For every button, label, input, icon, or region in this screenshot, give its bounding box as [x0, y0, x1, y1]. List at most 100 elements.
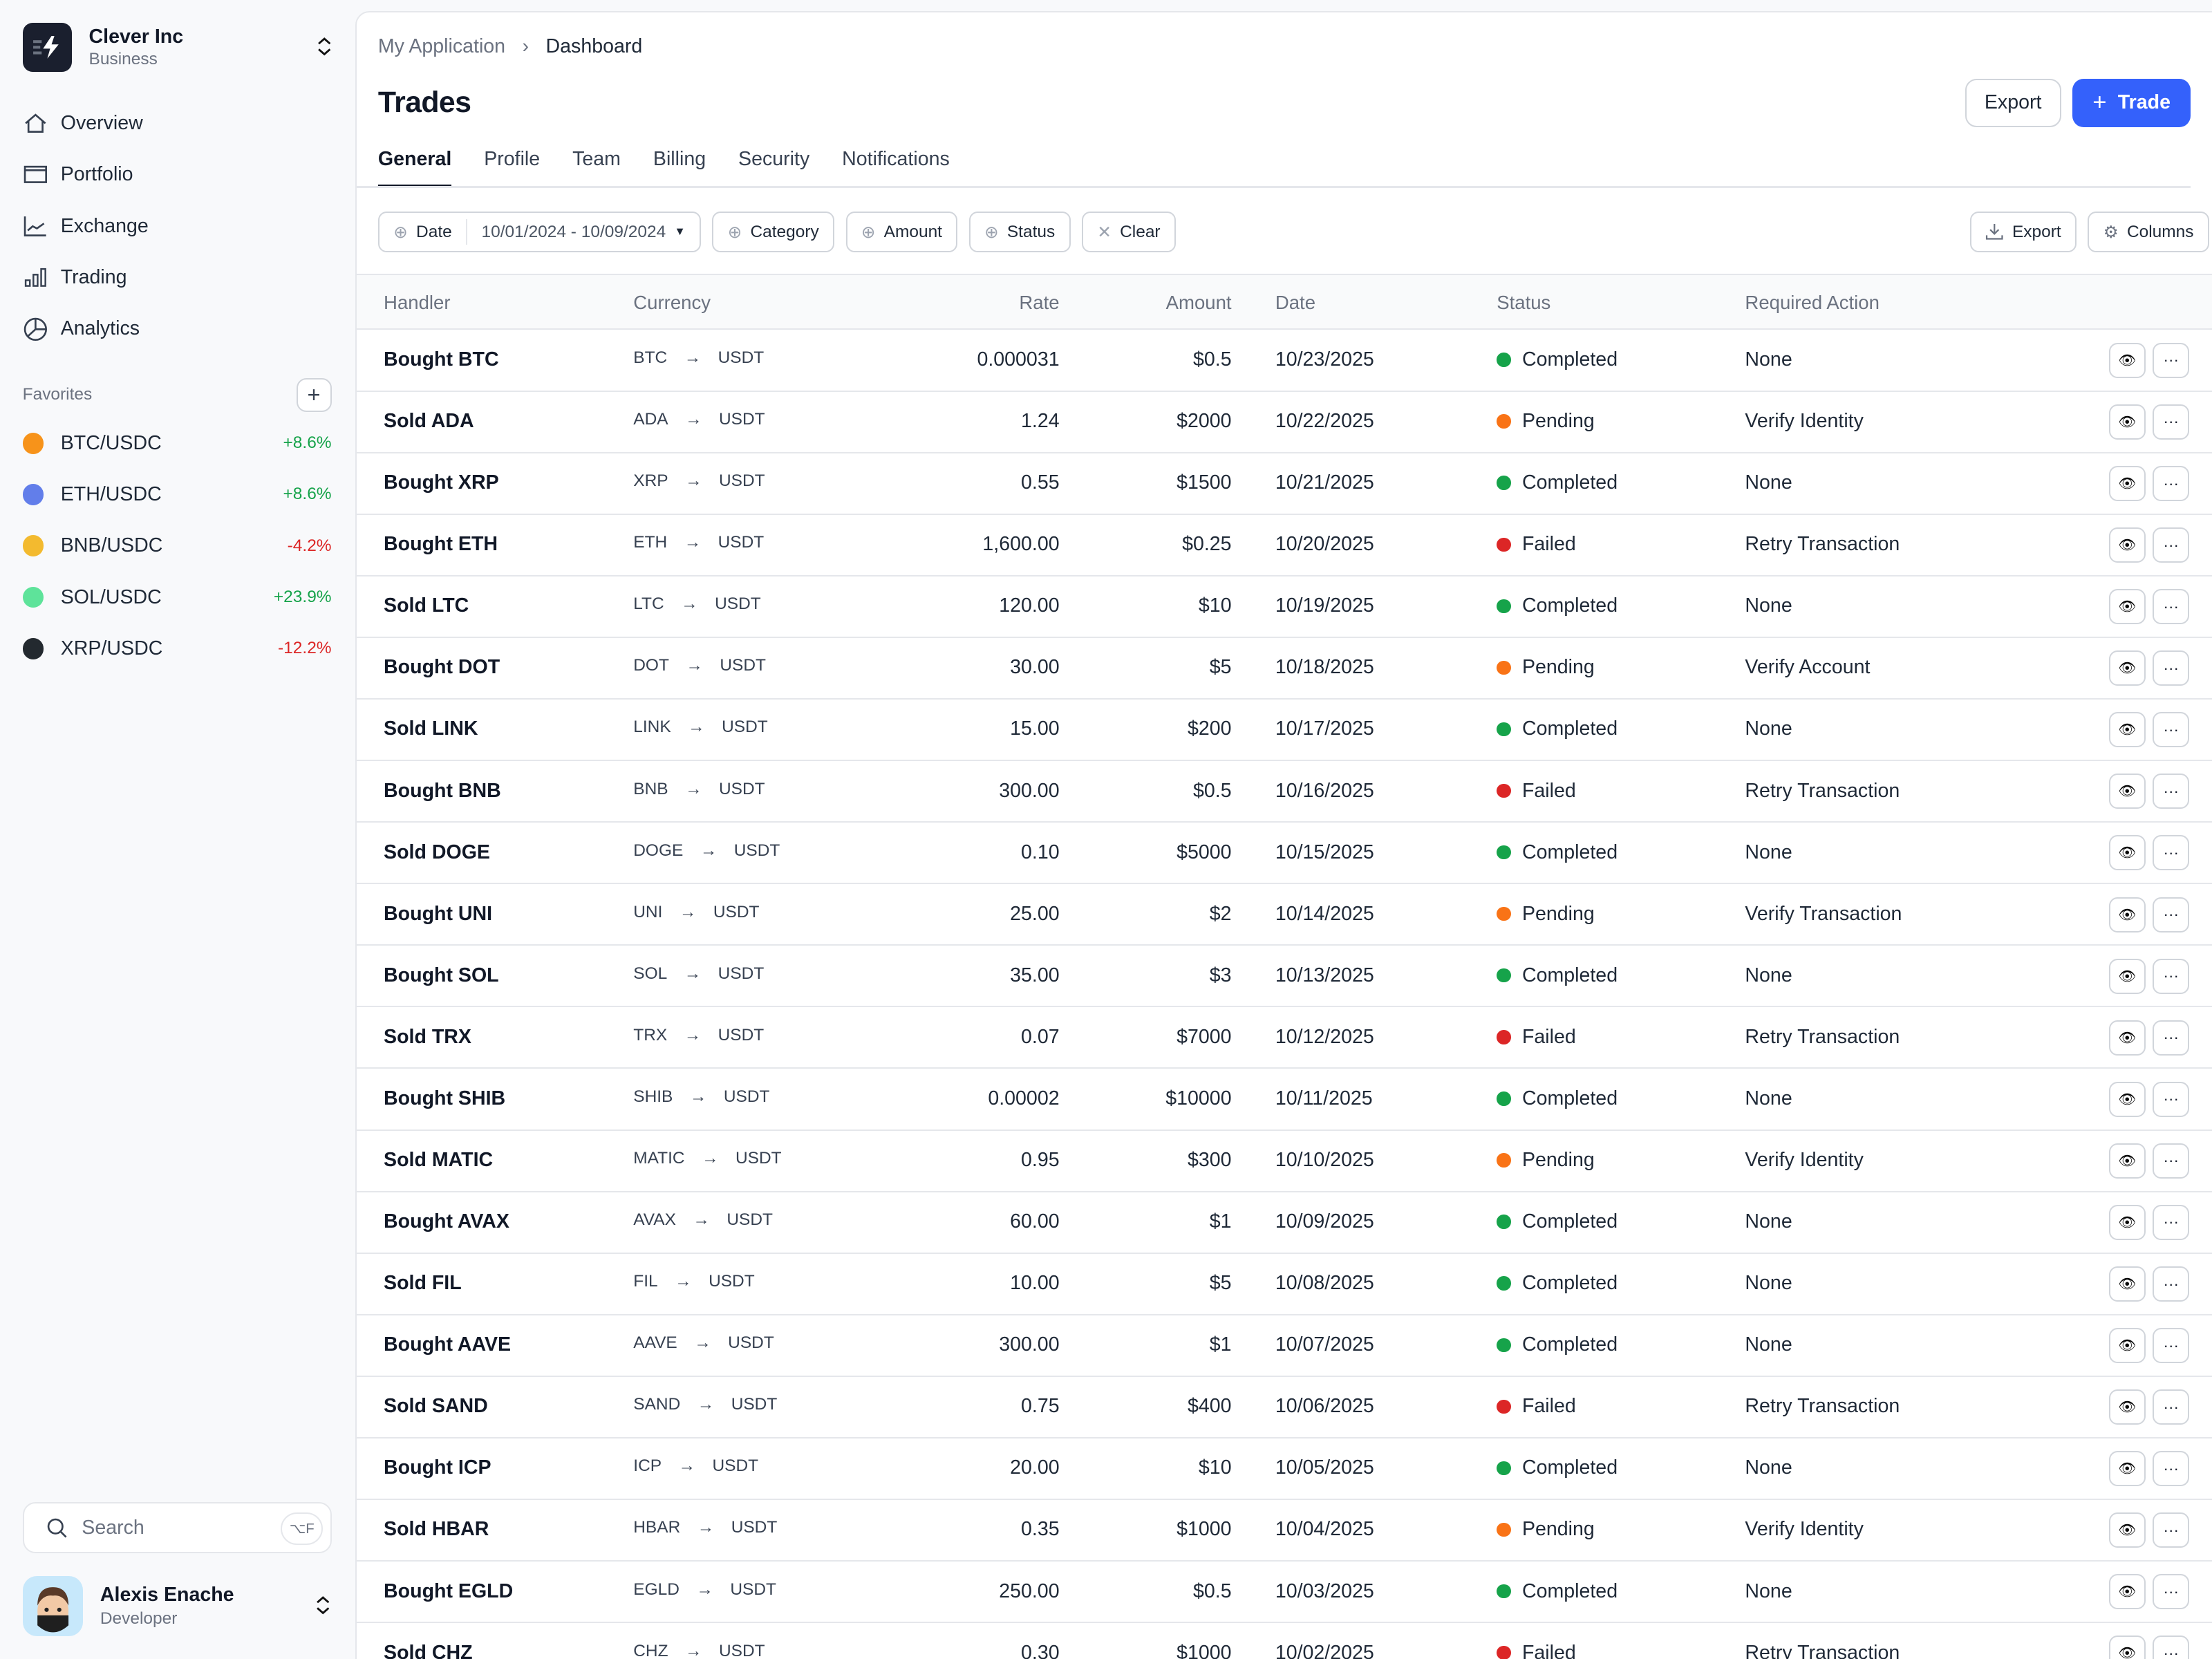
- table-row[interactable]: Sold ADA ADA → USDT 1.24 $2000 10/22/2025 Pendi…: [357, 392, 2212, 453]
- column-rate[interactable]: Rate: [1019, 292, 1060, 314]
- column-amount[interactable]: Amount: [1165, 292, 1232, 314]
- table-row[interactable]: Bought EGLD EGLD → USDT 250.00 $0.5 10/03/2025…: [357, 1562, 2212, 1624]
- view-button[interactable]: 👁: [2108, 404, 2146, 440]
- more-actions-button[interactable]: ···: [2153, 527, 2190, 563]
- breadcrumb-item[interactable]: My Application: [377, 35, 506, 57]
- table-row[interactable]: Sold LTC LTC → USDT 120.00 $10 10/19/2025 Compl…: [357, 577, 2212, 638]
- favorite-item[interactable]: BNB/USDC -4.2%: [22, 521, 332, 572]
- column-handler[interactable]: Handler: [384, 292, 451, 314]
- table-row[interactable]: Sold FIL FIL → USDT 10.00 $5 10/08/2025 Complet…: [357, 1254, 2212, 1315]
- sidebar-item-portfolio[interactable]: Portfolio: [23, 149, 333, 200]
- more-actions-button[interactable]: ···: [2153, 342, 2190, 378]
- view-button[interactable]: 👁: [2108, 1081, 2146, 1117]
- more-actions-button[interactable]: ···: [2153, 712, 2190, 748]
- view-button[interactable]: 👁: [2108, 1389, 2146, 1425]
- column-date[interactable]: Date: [1275, 292, 1316, 314]
- view-button[interactable]: 👁: [2108, 1451, 2146, 1487]
- favorite-item[interactable]: ETH/USDC +8.6%: [22, 469, 332, 520]
- more-actions-button[interactable]: ···: [2153, 1451, 2190, 1487]
- more-actions-button[interactable]: ···: [2153, 958, 2190, 994]
- table-export-button[interactable]: Export: [1969, 212, 2077, 253]
- view-button[interactable]: 👁: [2108, 342, 2146, 378]
- view-button[interactable]: 👁: [2108, 1204, 2146, 1240]
- more-actions-button[interactable]: ···: [2153, 1266, 2190, 1302]
- view-button[interactable]: 👁: [2108, 466, 2146, 502]
- amount-filter[interactable]: ⊕ Amount: [845, 212, 958, 253]
- sidebar-item-trading[interactable]: Trading: [23, 252, 333, 303]
- table-row[interactable]: Bought AAVE AAVE → USDT 300.00 $1 10/07/2025 Co…: [357, 1315, 2212, 1377]
- more-actions-button[interactable]: ···: [2153, 1020, 2190, 1056]
- table-row[interactable]: Bought BTC BTC → USDT 0.000031 $0.5 10/23/2025…: [357, 330, 2212, 392]
- table-row[interactable]: Bought AVAX AVAX → USDT 60.00 $1 10/09/2025 Com…: [357, 1192, 2212, 1254]
- more-actions-button[interactable]: ···: [2153, 1143, 2190, 1179]
- more-actions-button[interactable]: ···: [2153, 835, 2190, 871]
- more-actions-button[interactable]: ···: [2153, 650, 2190, 686]
- favorite-item[interactable]: XRP/USDC -12.2%: [22, 623, 332, 674]
- view-button[interactable]: 👁: [2108, 1020, 2146, 1056]
- tab-profile[interactable]: Profile: [484, 148, 541, 171]
- more-actions-button[interactable]: ···: [2153, 897, 2190, 932]
- user-menu[interactable]: Alexis Enache Developer: [22, 1575, 332, 1637]
- favorite-item[interactable]: BTC/USDC +8.6%: [22, 418, 332, 469]
- view-button[interactable]: 👁: [2108, 774, 2146, 809]
- view-button[interactable]: 👁: [2108, 1512, 2146, 1548]
- view-button[interactable]: 👁: [2108, 835, 2146, 871]
- category-filter[interactable]: ⊕ Category: [712, 212, 835, 253]
- table-row[interactable]: Sold CHZ CHZ → USDT 0.30 $1000 10/02/2025 Faile…: [357, 1623, 2212, 1659]
- table-row[interactable]: Bought DOT DOT → USDT 30.00 $5 10/18/2025 Pendi…: [357, 638, 2212, 700]
- column-required-action[interactable]: Required Action: [1745, 292, 1880, 314]
- table-row[interactable]: Sold MATIC MATIC → USDT 0.95 $300 10/10/2025 Pe…: [357, 1131, 2212, 1192]
- more-actions-button[interactable]: ···: [2153, 404, 2190, 440]
- table-row[interactable]: Sold LINK LINK → USDT 15.00 $200 10/17/2025 Com…: [357, 700, 2212, 762]
- more-actions-button[interactable]: ···: [2153, 1204, 2190, 1240]
- search-input[interactable]: Search ⌥F: [22, 1502, 332, 1553]
- tab-billing[interactable]: Billing: [653, 148, 706, 171]
- table-row[interactable]: Bought XRP XRP → USDT 0.55 $1500 10/21/2025 Com…: [357, 453, 2212, 515]
- add-favorite-button[interactable]: +: [296, 377, 332, 412]
- view-button[interactable]: 👁: [2108, 958, 2146, 994]
- trade-button[interactable]: + Trade: [2072, 79, 2191, 127]
- more-actions-button[interactable]: ···: [2153, 1389, 2190, 1425]
- more-actions-button[interactable]: ···: [2153, 466, 2190, 502]
- sidebar-item-overview[interactable]: Overview: [23, 97, 333, 149]
- table-row[interactable]: Bought ICP ICP → USDT 20.00 $10 10/05/2025 Comp…: [357, 1438, 2212, 1500]
- more-actions-button[interactable]: ···: [2153, 1081, 2190, 1117]
- clear-filters-button[interactable]: ✕ Clear: [1081, 212, 1176, 253]
- more-actions-button[interactable]: ···: [2153, 1512, 2190, 1548]
- favorite-item[interactable]: SOL/USDC +23.9%: [22, 572, 332, 623]
- table-row[interactable]: Sold HBAR HBAR → USDT 0.35 $1000 10/04/2025 Pen…: [357, 1500, 2212, 1562]
- columns-button[interactable]: ⚙ Columns: [2088, 212, 2209, 253]
- more-actions-button[interactable]: ···: [2153, 589, 2190, 625]
- table-row[interactable]: Bought SHIB SHIB → USDT 0.00002 $10000 10/11/2…: [357, 1069, 2212, 1131]
- org-switcher[interactable]: Clever Inc Business: [22, 22, 333, 73]
- table-row[interactable]: Bought SOL SOL → USDT 35.00 $3 10/13/2025 Compl…: [357, 946, 2212, 1008]
- column-status[interactable]: Status: [1497, 292, 1551, 314]
- table-row[interactable]: Sold TRX TRX → USDT 0.07 $7000 10/12/2025 Faile…: [357, 1007, 2212, 1069]
- table-row[interactable]: Sold SAND SAND → USDT 0.75 $400 10/06/2025 Fail…: [357, 1377, 2212, 1438]
- more-actions-button[interactable]: ···: [2153, 1635, 2190, 1659]
- view-button[interactable]: 👁: [2108, 650, 2146, 686]
- view-button[interactable]: 👁: [2108, 1266, 2146, 1302]
- view-button[interactable]: 👁: [2108, 589, 2146, 625]
- more-actions-button[interactable]: ···: [2153, 1574, 2190, 1610]
- view-button[interactable]: 👁: [2108, 1574, 2146, 1610]
- tab-general[interactable]: General: [377, 148, 452, 188]
- export-button[interactable]: Export: [1965, 79, 2061, 127]
- view-button[interactable]: 👁: [2108, 897, 2146, 932]
- sidebar-item-exchange[interactable]: Exchange: [23, 200, 333, 252]
- table-row[interactable]: Bought UNI UNI → USDT 25.00 $2 10/14/2025 Pendi…: [357, 884, 2212, 946]
- view-button[interactable]: 👁: [2108, 712, 2146, 748]
- table-row[interactable]: Bought BNB BNB → USDT 300.00 $0.5 10/16/2025 Fa…: [357, 761, 2212, 823]
- column-currency[interactable]: Currency: [633, 292, 711, 314]
- date-filter[interactable]: ⊕ Date 10/01/2024 - 10/09/2024 ▼: [377, 212, 702, 253]
- tab-notifications[interactable]: Notifications: [842, 148, 950, 171]
- sidebar-item-analytics[interactable]: Analytics: [23, 303, 333, 355]
- table-row[interactable]: Sold DOGE DOGE → USDT 0.10 $5000 10/15/2025 Com…: [357, 823, 2212, 885]
- view-button[interactable]: 👁: [2108, 527, 2146, 563]
- view-button[interactable]: 👁: [2108, 1328, 2146, 1364]
- view-button[interactable]: 👁: [2108, 1635, 2146, 1659]
- view-button[interactable]: 👁: [2108, 1143, 2146, 1179]
- more-actions-button[interactable]: ···: [2153, 1328, 2190, 1364]
- tab-security[interactable]: Security: [738, 148, 810, 171]
- status-filter[interactable]: ⊕ Status: [968, 212, 1071, 253]
